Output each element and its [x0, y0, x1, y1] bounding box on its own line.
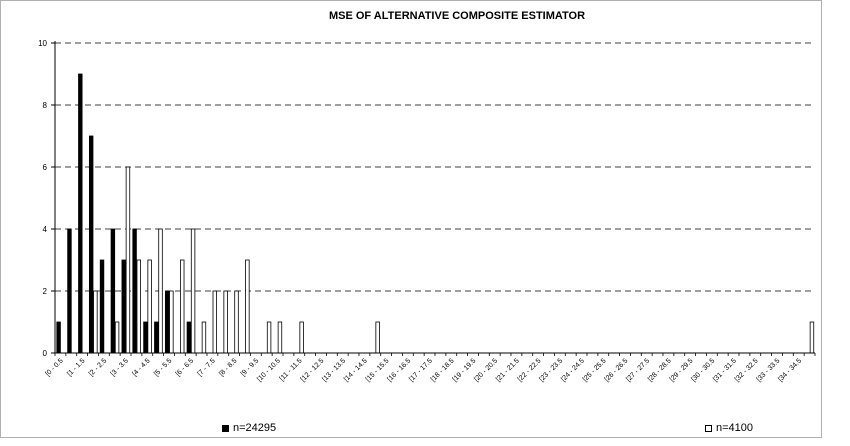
- bar-series-1: [132, 228, 137, 354]
- bar-series-2: [93, 290, 98, 354]
- legend-item-series-2: n=4100: [705, 422, 753, 434]
- bar-series-2: [375, 321, 380, 354]
- bar-series-1: [56, 321, 61, 354]
- bar-series-2: [299, 321, 304, 354]
- bar-series-2: [190, 228, 196, 354]
- bar-series-2: [114, 321, 120, 354]
- x-axis: [0 - 0.5 [1 - 1.5 [2 - 2.5 [3 - 3.5 [4 - 4.5…: [44, 352, 816, 383]
- bar-series-2: [125, 166, 131, 354]
- bar-series-1: [154, 321, 159, 354]
- bar-series-2: [234, 290, 239, 354]
- bar-series-2: [201, 321, 207, 354]
- legend-swatch-hollow: [705, 424, 712, 432]
- bar-series-2: [245, 259, 250, 354]
- bar-series-2: [169, 290, 174, 354]
- gridlines: [55, 42, 815, 292]
- chart-title: MSE OF ALTERNATIVE COMPOSITE ESTIMATOR: [329, 10, 585, 22]
- legend-swatch-filled: [222, 424, 229, 432]
- bar-series-2: [223, 290, 228, 354]
- legend-label-series-2: n=4100: [716, 422, 754, 434]
- x-tick-label: [7 - 7.5: [196, 357, 216, 377]
- bar-series-2: [147, 259, 152, 354]
- x-tick-label: [34 - 34.5: [777, 357, 803, 383]
- y-tick-label: 4: [43, 225, 48, 234]
- bar-series-1: [186, 321, 192, 354]
- x-tick-label: [1 - 1.5: [66, 357, 86, 377]
- x-tick-label: [8 - 8.5: [218, 357, 238, 377]
- y-axis: 0 2 4 6 8 10: [38, 39, 56, 358]
- y-tick-label: 2: [43, 287, 48, 296]
- bar-series-1: [78, 73, 83, 354]
- y-tick-label: 10: [38, 39, 47, 48]
- bar-series-1: [88, 135, 94, 354]
- legend-label-series-1: n=24295: [233, 422, 277, 434]
- bar-series-2: [180, 259, 185, 354]
- y-tick-label: 8: [43, 101, 48, 110]
- bar-series-1: [164, 290, 170, 354]
- chart-frame: [0, 0, 822, 438]
- bar-series-1: [143, 321, 148, 354]
- bar-series-1: [67, 228, 72, 354]
- bar-series-1: [99, 259, 105, 354]
- x-tick-label: [6 - 6.5: [175, 357, 195, 377]
- bar-series-2: [136, 259, 141, 354]
- bar-series-2: [277, 321, 283, 354]
- x-tick-label: [9 - 9.5: [240, 357, 260, 377]
- x-tick-label: [5 - 5.5: [153, 357, 173, 377]
- x-tick-label: [2 - 2.5: [88, 357, 108, 377]
- bar-series-1: [121, 259, 126, 354]
- bar-series-1: [110, 228, 116, 354]
- bar-series-2: [266, 321, 272, 354]
- y-tick-label: 0: [43, 349, 48, 358]
- x-tick-label: [4 - 4.5: [131, 357, 151, 377]
- bar-series-2: [809, 321, 815, 354]
- legend-item-series-1: n=24295: [222, 422, 276, 434]
- x-tick-label: [10 - 10.5: [256, 357, 282, 383]
- bar-series-2: [212, 290, 217, 354]
- y-tick-label: 6: [43, 163, 48, 172]
- x-tick-label: [3 - 3.5: [110, 357, 130, 377]
- bar-series-2: [158, 228, 163, 354]
- x-tick-label: [0 - 0.5: [44, 357, 64, 377]
- bars: [56, 73, 815, 354]
